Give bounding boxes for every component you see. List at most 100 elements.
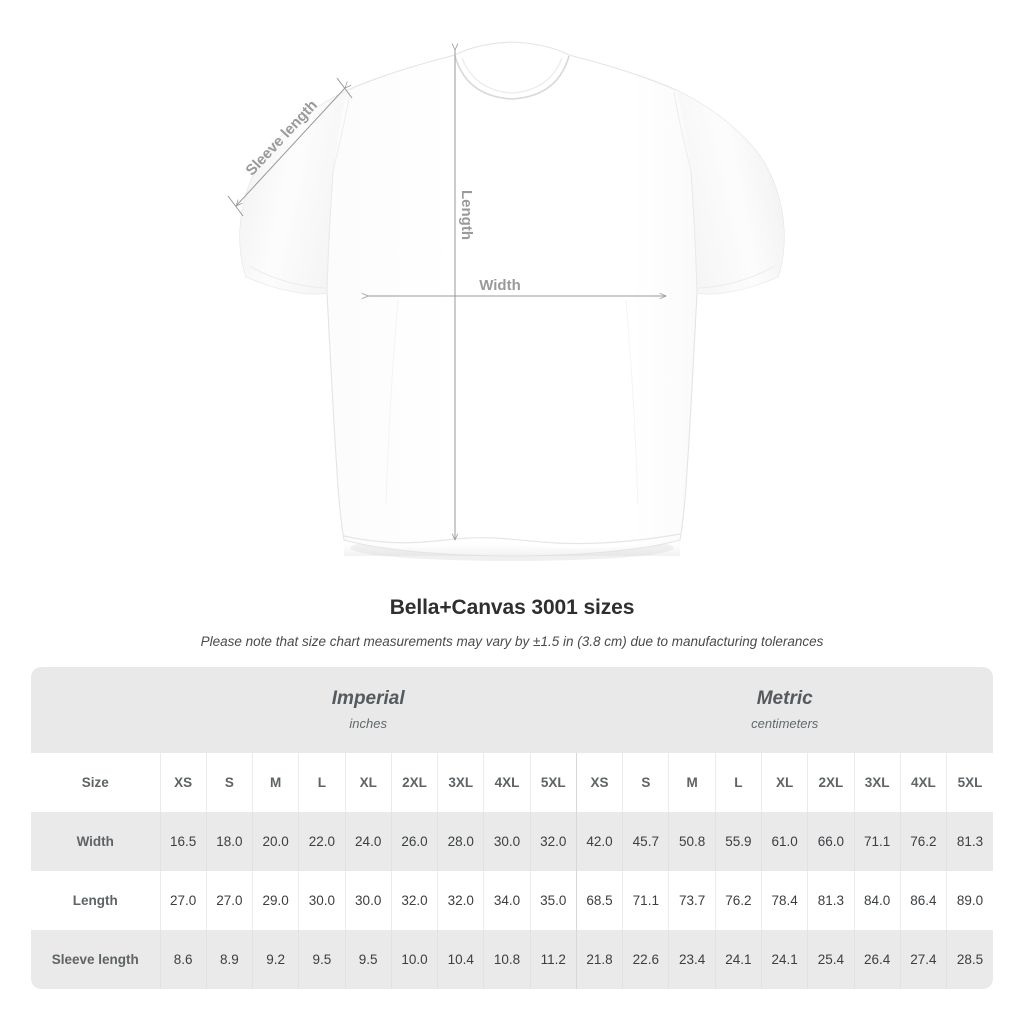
- cell-length-4: 30.0: [344, 871, 392, 930]
- cell-sleeve-1: 8.9: [205, 930, 253, 989]
- section-unit-imperial: inches: [349, 715, 387, 731]
- cell-width-5: 26.0: [390, 812, 438, 871]
- banner-corner-cell: [31, 667, 160, 753]
- cell-length-12: 76.2: [714, 871, 762, 930]
- size-header-cell-6: 3XL: [437, 753, 484, 812]
- cell-length-1: 27.0: [205, 871, 253, 930]
- cell-sleeve-9: 21.8: [575, 930, 623, 989]
- sleeve-tick-bottom: [227, 195, 244, 217]
- cell-sleeve-17: 28.5: [946, 930, 993, 989]
- size-header-cell-16: 4XL: [899, 753, 947, 812]
- cell-width-10: 45.7: [622, 812, 669, 871]
- size-header-cell-1: S: [205, 753, 253, 812]
- title-block: Bella+Canvas 3001 sizes Please note that…: [0, 596, 1024, 649]
- cell-width-16: 76.2: [899, 812, 947, 871]
- cell-width-14: 66.0: [807, 812, 855, 871]
- header-size-label: Size: [31, 753, 160, 812]
- size-header-row: Size XS S M L XL 2XL 3XL 4XL 5XL XS S M …: [31, 753, 993, 812]
- cell-width-12: 55.9: [714, 812, 762, 871]
- cell-width-0: 16.5: [159, 812, 207, 871]
- cell-width-6: 28.0: [437, 812, 484, 871]
- size-header-cell-5: 2XL: [390, 753, 438, 812]
- table-row: Width 16.5 18.0 20.0 22.0 24.0 26.0 28.0…: [31, 812, 993, 871]
- cell-length-2: 29.0: [252, 871, 299, 930]
- table-row: Sleeve length 8.6 8.9 9.2 9.5 9.5 10.0 1…: [31, 930, 993, 989]
- cell-sleeve-4: 9.5: [344, 930, 392, 989]
- section-header-metric: Metric centimeters: [576, 667, 993, 753]
- size-header-cell-14: 2XL: [807, 753, 855, 812]
- sleeve-length-arrow: [236, 88, 345, 206]
- cell-length-14: 81.3: [807, 871, 855, 930]
- cell-sleeve-0: 8.6: [159, 930, 207, 989]
- cell-length-13: 78.4: [760, 871, 808, 930]
- cell-width-9: 42.0: [575, 812, 623, 871]
- cell-sleeve-7: 10.8: [483, 930, 531, 989]
- page-title: Bella+Canvas 3001 sizes: [389, 596, 635, 619]
- size-header-cell-2: M: [252, 753, 299, 812]
- section-header-imperial: Imperial inches: [160, 667, 577, 753]
- cell-length-8: 35.0: [529, 871, 577, 930]
- cell-sleeve-2: 9.2: [252, 930, 299, 989]
- size-header-cell-9: XS: [575, 753, 623, 812]
- length-label: Length: [458, 190, 475, 240]
- cell-width-11: 50.8: [668, 812, 716, 871]
- size-header-cell-0: XS: [159, 753, 207, 812]
- cell-length-7: 34.0: [483, 871, 531, 930]
- cell-width-1: 18.0: [205, 812, 253, 871]
- cell-sleeve-16: 27.4: [899, 930, 947, 989]
- cell-width-3: 22.0: [298, 812, 346, 871]
- cell-width-13: 61.0: [760, 812, 808, 871]
- width-dimension: Width: [368, 277, 666, 296]
- cell-length-11: 73.7: [668, 871, 716, 930]
- width-label: Width: [479, 277, 521, 294]
- cell-sleeve-5: 10.0: [390, 930, 438, 989]
- size-header-cell-15: 3XL: [853, 753, 901, 812]
- section-name-metric: Metric: [756, 688, 813, 710]
- cell-length-10: 71.1: [622, 871, 669, 930]
- cell-length-5: 32.0: [390, 871, 438, 930]
- size-header-cell-3: L: [298, 753, 346, 812]
- section-unit-metric: centimeters: [751, 715, 819, 731]
- cell-sleeve-3: 9.5: [298, 930, 346, 989]
- cell-sleeve-6: 10.4: [437, 930, 484, 989]
- size-header-cell-8: 5XL: [529, 753, 577, 812]
- cell-sleeve-10: 22.6: [622, 930, 669, 989]
- cell-width-8: 32.0: [529, 812, 577, 871]
- measurement-tolerance-note: Please note that size chart measurements…: [200, 634, 824, 649]
- cell-sleeve-12: 24.1: [714, 930, 762, 989]
- cell-width-7: 30.0: [483, 812, 531, 871]
- row-label-width: Width: [31, 812, 160, 871]
- cell-width-15: 71.1: [853, 812, 901, 871]
- size-header-cell-10: S: [622, 753, 669, 812]
- size-chart-table-wrap: Imperial inches Metric centimeters Size …: [31, 667, 993, 989]
- cell-length-6: 32.0: [437, 871, 484, 930]
- row-label-length: Length: [31, 871, 160, 930]
- table-row: Length 27.0 27.0 29.0 30.0 30.0 32.0 32.…: [31, 871, 993, 930]
- cell-length-9: 68.5: [575, 871, 623, 930]
- section-name-imperial: Imperial: [331, 688, 405, 710]
- cell-sleeve-8: 11.2: [529, 930, 577, 989]
- cell-length-3: 30.0: [298, 871, 346, 930]
- cell-width-2: 20.0: [252, 812, 299, 871]
- size-header-cell-17: 5XL: [946, 753, 993, 812]
- unit-banner-row: Imperial inches Metric centimeters: [31, 667, 993, 753]
- cell-length-16: 86.4: [899, 871, 947, 930]
- cell-sleeve-13: 24.1: [760, 930, 808, 989]
- size-header-cell-12: L: [714, 753, 762, 812]
- size-header-cell-13: XL: [760, 753, 808, 812]
- size-header-cell-7: 4XL: [483, 753, 531, 812]
- size-header-cell-4: XL: [344, 753, 392, 812]
- row-label-sleeve-length: Sleeve length: [31, 930, 160, 989]
- cell-sleeve-15: 26.4: [853, 930, 901, 989]
- cell-width-17: 81.3: [946, 812, 993, 871]
- size-header-cell-11: M: [668, 753, 716, 812]
- cell-sleeve-11: 23.4: [668, 930, 716, 989]
- shirt-illustration: Length Width Sleeve length: [227, 41, 785, 561]
- cell-sleeve-14: 25.4: [807, 930, 855, 989]
- cell-width-4: 24.0: [344, 812, 392, 871]
- cell-length-15: 84.0: [853, 871, 901, 930]
- cell-length-17: 89.0: [946, 871, 993, 930]
- shirt-body: [239, 41, 785, 557]
- cell-length-0: 27.0: [159, 871, 207, 930]
- size-chart-table: Imperial inches Metric centimeters Size …: [31, 667, 993, 989]
